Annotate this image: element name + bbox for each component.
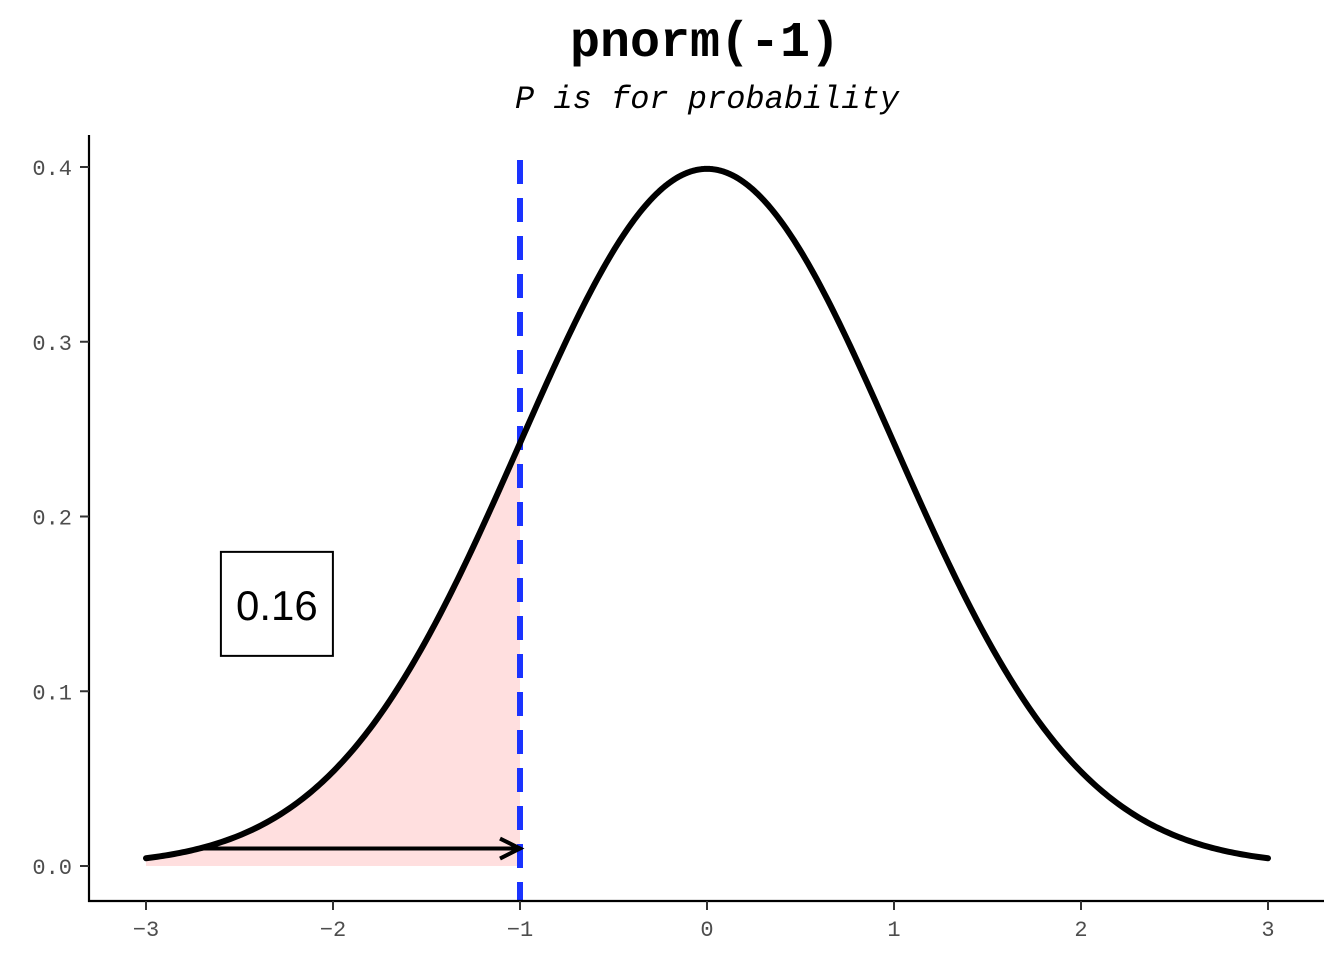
x-tick-label: −2 <box>320 918 346 943</box>
y-tick-label: 0.3 <box>32 332 72 357</box>
x-tick-label: 3 <box>1261 918 1274 943</box>
x-axis-ticks: −3 −2 −1 0 1 2 3 <box>133 901 1275 943</box>
arrow-head <box>499 836 525 861</box>
chart-title: pnorm(-1) <box>570 15 840 72</box>
y-axis-ticks: 0.0 0.1 0.2 0.3 0.4 <box>32 157 89 881</box>
y-tick-label: 0.1 <box>32 681 72 706</box>
x-tick-label: 0 <box>700 918 713 943</box>
density-curve <box>143 165 1271 862</box>
shaded-probability-region <box>146 443 520 866</box>
arrow-annotation <box>202 836 525 861</box>
chart-subtitle: P is for probability <box>515 81 900 118</box>
y-tick-label: 0.4 <box>32 157 72 182</box>
x-tick-label: 1 <box>887 918 900 943</box>
y-tick-label: 0.2 <box>32 507 72 532</box>
x-tick-label: −1 <box>507 918 533 943</box>
probability-label-box <box>219 550 334 657</box>
probability-label: 0.16 <box>236 582 318 629</box>
y-tick-label: 0.0 <box>32 856 72 881</box>
x-tick-label: 2 <box>1074 918 1087 943</box>
x-tick-label: −3 <box>133 918 159 943</box>
